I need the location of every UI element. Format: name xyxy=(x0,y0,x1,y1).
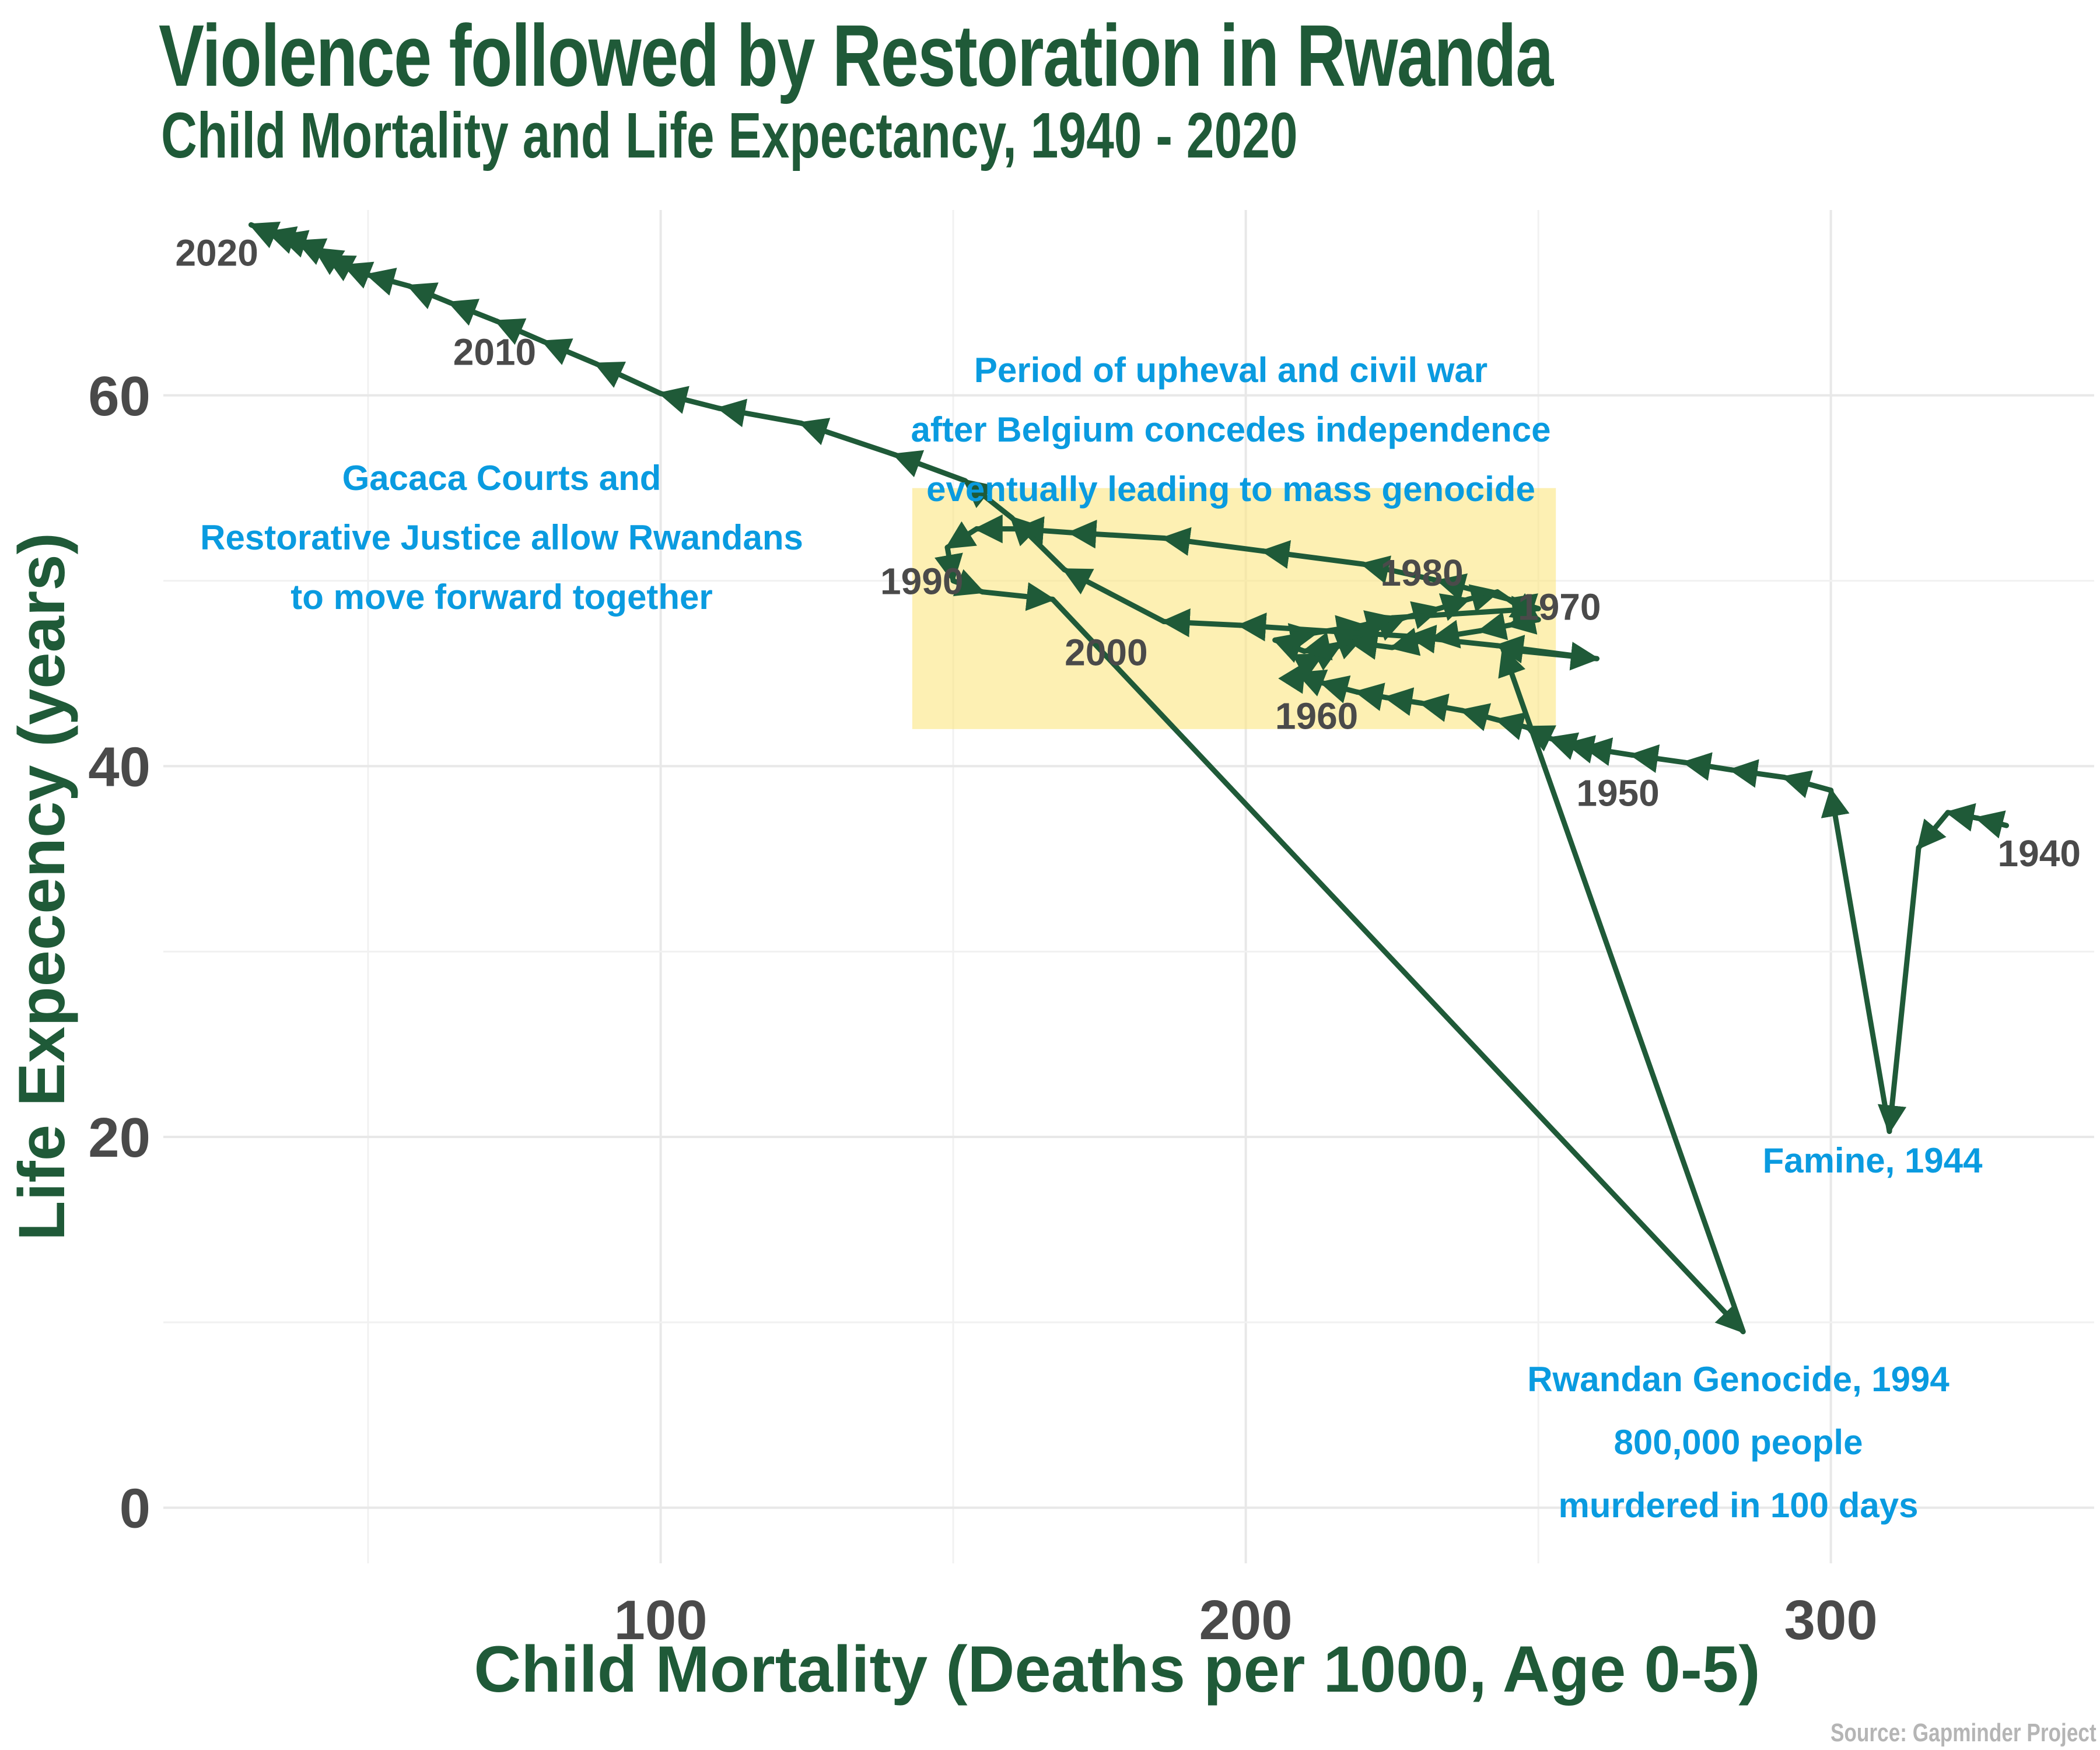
segment-2003-2004 xyxy=(892,450,968,484)
segment-1993-1994 xyxy=(1050,596,1746,1335)
segment-1979-1980 xyxy=(1360,610,1395,639)
segment-2000-2001 xyxy=(1062,567,1167,625)
segment-1940-1941 xyxy=(1974,810,2010,839)
segment-2017-2018 xyxy=(277,230,310,258)
year-label-1960: 1960 xyxy=(1275,695,1358,737)
segment-1991-1992 xyxy=(950,569,985,596)
annotation-1-line-2: to move forward together xyxy=(290,578,712,617)
segment-2010-2011 xyxy=(447,299,500,326)
segment-1949-1950 xyxy=(1582,737,1635,766)
segment-2007-2008 xyxy=(593,361,664,397)
segment-1947-1948 xyxy=(1681,752,1734,781)
segment-1983-1984 xyxy=(1360,555,1442,584)
annotation-0-line-0: Period of upheval and civil war xyxy=(974,351,1488,390)
segment-1999-2000 xyxy=(1161,608,1243,638)
segment-2014-2015 xyxy=(324,253,357,282)
segment-1943-1944 xyxy=(1877,845,1922,1135)
axis-ticks: 100 200 300 0 20 40 60 xyxy=(88,365,1878,1651)
segment-1951-1952 xyxy=(1547,732,1580,760)
annotation-1-line-0: Gacaca Courts and xyxy=(342,459,662,498)
segment-2001-2002 xyxy=(1009,515,1068,573)
highlight-region xyxy=(912,488,1556,729)
annotation-0-line-1: after Belgium concedes independence xyxy=(911,410,1551,449)
chart-title: Violence followed by Restoration in Rwan… xyxy=(159,6,1553,104)
segment-2002-2003 xyxy=(962,478,1014,521)
segment-2009-2010 xyxy=(494,318,547,345)
segment-1977-1978 xyxy=(1272,623,1319,652)
segment-1971-1972 xyxy=(1476,611,1512,640)
y-tick-label: 0 xyxy=(120,1478,150,1540)
x-tick-label: 200 xyxy=(1199,1589,1293,1651)
segment-2019-2020 xyxy=(248,221,281,249)
segment-1941-1942 xyxy=(1945,803,1980,832)
segment-1972-1973 xyxy=(1430,620,1483,649)
segment-1989-1990 xyxy=(944,521,979,550)
annotation-0-line-2: eventually leading to mass genocide xyxy=(926,470,1535,509)
segment-1950-1951 xyxy=(1564,735,1596,764)
y-tick-label: 40 xyxy=(88,736,150,798)
segment-1955-1956 xyxy=(1418,693,1465,722)
segment-2004-2005 xyxy=(798,418,898,458)
x-tick-label: 100 xyxy=(614,1589,707,1651)
segment-1954-1955 xyxy=(1459,703,1500,732)
year-label-1980: 1980 xyxy=(1380,552,1463,594)
segment-1990-1991 xyxy=(935,544,963,584)
segment-2013-2014 xyxy=(342,261,374,289)
segment-1981-1982 xyxy=(1506,593,1541,621)
annotation-3-line-0: Rwandan Genocide, 1994 xyxy=(1527,1360,1950,1399)
y-tick-label: 20 xyxy=(88,1107,150,1169)
segment-1984-1985 xyxy=(1260,540,1366,569)
segment-1956-1957 xyxy=(1383,687,1424,716)
segment-1942-1943 xyxy=(1916,810,1951,850)
segment-1946-1947 xyxy=(1728,759,1787,788)
annotations: Period of upheval and civil war after Bel… xyxy=(200,351,1983,1525)
segment-1985-1986 xyxy=(1161,527,1266,556)
segment-2016-2017 xyxy=(295,238,328,265)
segment-1986-1987 xyxy=(1067,519,1167,549)
year-label-1990: 1990 xyxy=(880,560,963,602)
segment-2012-2013 xyxy=(365,268,412,296)
segment-1945-1946 xyxy=(1781,770,1834,799)
segment-1982-1983 xyxy=(1436,573,1512,602)
segment-1996-1997 xyxy=(1494,635,1600,664)
segment-2011-2012 xyxy=(406,282,453,310)
segment-1957-1958 xyxy=(1354,682,1389,711)
x-axis-label: Child Mortality (Deaths per 1000, Age 0-… xyxy=(474,1633,1760,1706)
year-labels: 1940 1950 1960 1970 1980 1990 2000 2010 2020 xyxy=(175,232,2080,874)
year-label-1940: 1940 xyxy=(1998,832,2081,874)
year-label-2020: 2020 xyxy=(175,232,258,274)
x-tick-label: 300 xyxy=(1784,1589,1878,1651)
year-label-2010: 2010 xyxy=(453,331,536,373)
segment-1997-1998 xyxy=(1406,625,1500,654)
segment-1948-1949 xyxy=(1629,744,1688,774)
chart-subtitle: Child Mortality and Life Expectancy, 194… xyxy=(161,100,1298,172)
annotation-3-line-2: murdered in 100 days xyxy=(1559,1486,1919,1525)
source-note: Source: Gapminder Project xyxy=(1831,1718,2096,1747)
y-axis-label: Life Expecency (years) xyxy=(5,533,78,1241)
segment-1953-1954 xyxy=(1494,712,1530,740)
y-tick-label: 60 xyxy=(88,365,150,428)
segment-1944-1945 xyxy=(1821,787,1892,1135)
segment-2005-2006 xyxy=(716,398,804,428)
year-label-1950: 1950 xyxy=(1576,772,1659,814)
segment-1994-1995 xyxy=(1498,646,1746,1335)
annotation-2-line-0: Famine, 1944 xyxy=(1763,1141,1983,1180)
segment-2006-2007 xyxy=(657,386,722,414)
segment-1992-1993 xyxy=(979,582,1056,611)
segment-2008-2009 xyxy=(541,338,599,367)
year-label-2000: 2000 xyxy=(1065,632,1147,674)
segment-1998-1999 xyxy=(1237,612,1412,642)
series-rwanda xyxy=(248,221,2010,1335)
annotation-3-line-1: 800,000 people xyxy=(1614,1423,1863,1462)
annotation-1-line-1: Restorative Justice allow Rwandans xyxy=(200,518,803,557)
year-label-1970: 1970 xyxy=(1518,586,1601,628)
